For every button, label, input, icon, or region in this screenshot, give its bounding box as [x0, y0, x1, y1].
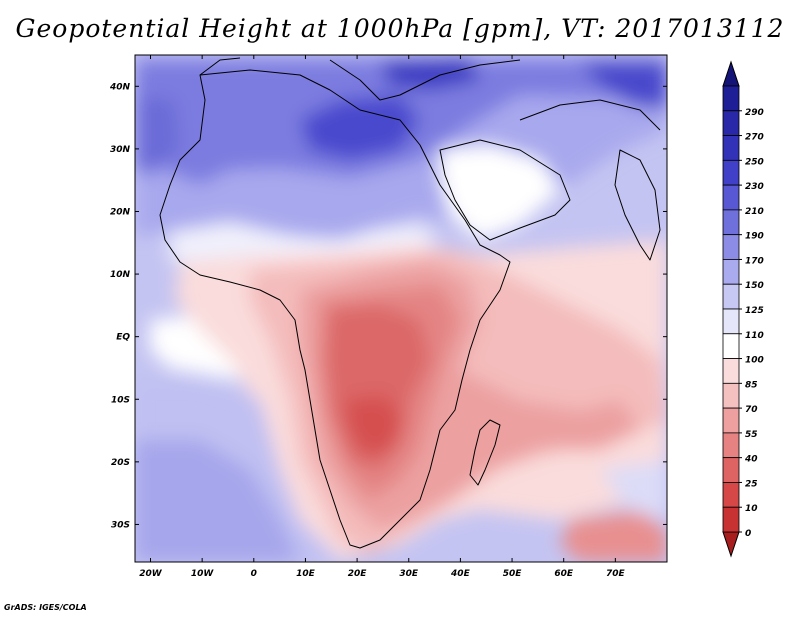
lon-tick-label: 10E	[296, 569, 316, 579]
colorbar-label: 250	[745, 157, 764, 167]
lon-tick-label: 40E	[450, 569, 471, 579]
colorbar-label: 150	[745, 281, 764, 291]
coastline-india	[614, 149, 661, 261]
colorbar-top-arrow	[722, 60, 740, 87]
colorbar-label: 125	[745, 306, 764, 316]
field-southeast-low	[560, 510, 667, 562]
colorbar-swatch	[722, 209, 740, 236]
colorbar-swatch	[722, 159, 740, 186]
colorbar-bottom-arrow	[722, 531, 740, 558]
lat-tick-label: 20S	[111, 458, 130, 468]
coastline-iran	[519, 99, 661, 131]
colorbar-label: 40	[744, 455, 758, 465]
field-tropics-10	[345, 395, 405, 455]
colorbar-swatch	[722, 184, 740, 211]
colorbar-swatch	[722, 506, 740, 533]
lon-tick-label: 60E	[554, 569, 574, 579]
field-southeast-high	[600, 460, 667, 520]
colorbar-swatch	[722, 333, 740, 359]
colorbar-label: 170	[745, 256, 764, 266]
colorbar-swatch	[722, 234, 740, 260]
colorbar-swatch	[722, 110, 740, 136]
lat-tick-label: 10S	[111, 395, 130, 405]
lat-tick-label: 30S	[111, 520, 130, 530]
colorbar-label: 100	[745, 356, 764, 366]
colorbar-swatch	[722, 283, 740, 310]
chart-title: Geopotential Height at 1000hPa [gpm], VT…	[15, 14, 785, 43]
colorbar-label: 70	[745, 405, 758, 415]
grads-credit: GrADS: IGES/COLA	[4, 603, 87, 612]
field-north-high-250	[380, 58, 480, 90]
coastline-africa	[159, 69, 511, 549]
lon-tick-label: 20E	[348, 569, 368, 579]
lat-tick-label: 10N	[110, 270, 131, 280]
field-north-high-east	[580, 60, 667, 110]
field-south-atlantic-high-core	[135, 440, 300, 562]
lon-tick-label: 50E	[503, 569, 523, 579]
coastline-madagascar	[469, 419, 501, 486]
colorbar-swatch	[722, 259, 740, 285]
lon-tick-label: 20W	[139, 569, 163, 579]
height-field	[135, 55, 667, 562]
field-west-high	[135, 95, 180, 175]
field-north-high-230	[300, 95, 420, 160]
field-north-africa-white	[170, 222, 440, 262]
colorbar-label: 10	[745, 504, 758, 514]
coastline-europe	[199, 57, 521, 101]
colorbar-label: 230	[745, 182, 764, 192]
colorbar-swatch	[722, 482, 740, 508]
lat-tick-label: 30N	[110, 145, 131, 155]
colorbar-swatch	[722, 382, 740, 409]
lon-tick-label: 10W	[191, 569, 215, 579]
colorbar-label: 55	[745, 430, 758, 440]
lon-tick-label: 30E	[399, 569, 419, 579]
field-arabia-white	[440, 145, 560, 240]
colorbar-swatch	[722, 358, 740, 384]
colorbar-swatch	[722, 407, 740, 434]
colorbar-label: 0	[745, 529, 751, 539]
colorbar-label: 190	[745, 232, 764, 242]
colorbar-label: 210	[745, 207, 764, 217]
lat-tick-label: EQ	[116, 333, 130, 343]
colorbar-swatch	[722, 457, 740, 483]
colorbar-swatch	[722, 135, 740, 161]
colorbar-label: 290	[745, 108, 764, 118]
coastline-arabia	[439, 139, 571, 241]
axes: 40N 30N 20N 10N EQ 10S 20S 30S 20W 10W 0 10E 20E 30E 4…	[109, 55, 667, 579]
colorbar-swatch	[722, 432, 740, 459]
colorbar-label: 85	[745, 380, 758, 390]
colorbar-swatch	[722, 308, 740, 335]
colorbar-label: 270	[745, 133, 764, 143]
lon-tick-label: 70E	[606, 569, 626, 579]
coastlines	[159, 57, 661, 549]
lon-tick-label: 0	[251, 569, 257, 579]
colorbar-label: 110	[745, 331, 764, 341]
colorbar-label: 25	[745, 479, 758, 489]
lat-tick-label: 40N	[109, 82, 131, 92]
plot-frame	[134, 54, 668, 563]
lat-tick-label: 20N	[110, 207, 131, 217]
colorbar-swatch	[722, 85, 740, 112]
colorbar: 2902702502302101901701501251101008570554…	[722, 60, 764, 558]
